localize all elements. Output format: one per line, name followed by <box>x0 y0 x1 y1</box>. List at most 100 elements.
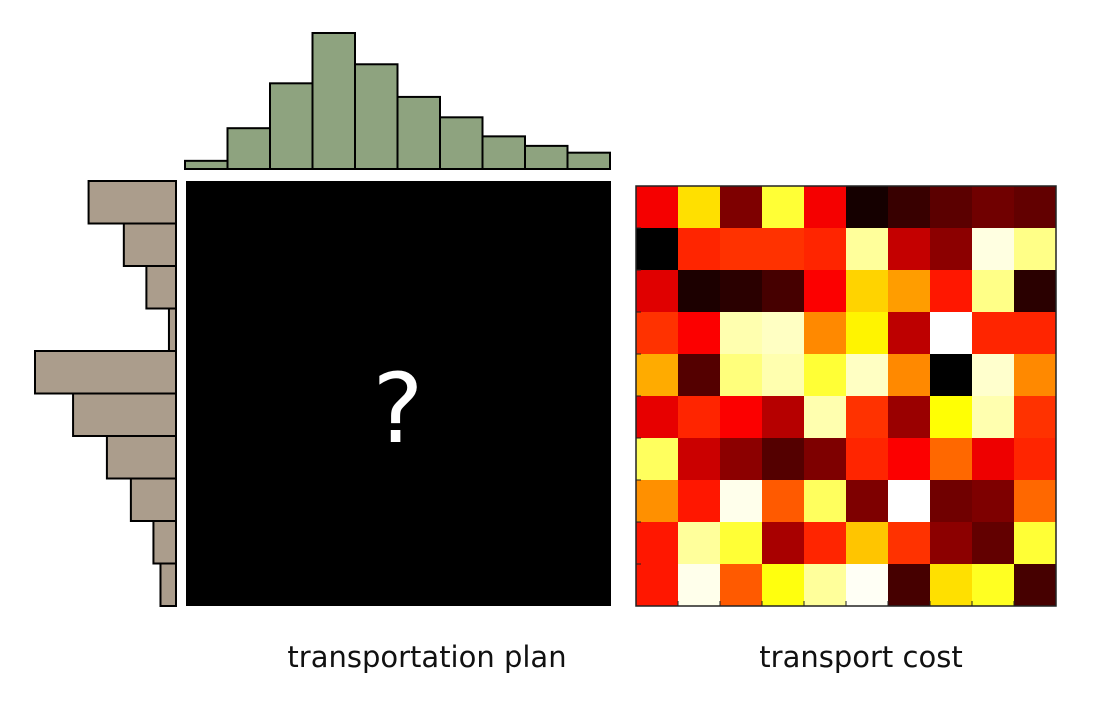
cost-cell <box>720 438 763 481</box>
unknown-question-mark: ? <box>373 353 424 465</box>
cost-cell <box>1014 438 1057 481</box>
cost-cell <box>930 480 973 523</box>
cost-cell <box>972 438 1015 481</box>
top-histogram-bar <box>184 159 229 170</box>
cost-cell <box>678 354 721 397</box>
cost-cell <box>804 522 847 565</box>
top-histogram-bar <box>439 116 484 170</box>
left-histogram-bar <box>159 562 178 607</box>
top-histogram-bar <box>354 63 399 170</box>
cost-cell <box>930 354 973 397</box>
cost-cell <box>972 270 1015 313</box>
cost-cell <box>636 270 679 313</box>
cost-cell <box>972 186 1015 229</box>
cost-cell <box>636 438 679 481</box>
cost-cell <box>636 228 679 271</box>
cost-cell <box>972 312 1015 355</box>
cost-cell <box>678 396 721 439</box>
cost-cell <box>888 522 931 565</box>
cost-cell <box>720 522 763 565</box>
cost-cell <box>846 438 889 481</box>
cost-cell <box>804 396 847 439</box>
cost-cell <box>846 186 889 229</box>
cost-cell <box>678 564 721 607</box>
cost-cell <box>1014 228 1057 271</box>
left-histogram-bar <box>105 435 177 480</box>
cost-cell <box>678 480 721 523</box>
cost-cell <box>762 186 805 229</box>
top-histogram-bar <box>269 82 314 170</box>
cost-cell <box>762 228 805 271</box>
cost-cell <box>846 270 889 313</box>
cost-cell <box>762 354 805 397</box>
cost-cell <box>804 270 847 313</box>
left-histogram-bar <box>87 180 177 225</box>
cost-cell <box>636 564 679 607</box>
cost-cell <box>846 522 889 565</box>
cost-cell <box>804 228 847 271</box>
left-histogram-bar <box>167 307 177 352</box>
left-histogram-bar <box>145 265 177 310</box>
cost-cell <box>846 228 889 271</box>
top-histogram-bar <box>481 135 526 170</box>
cost-cell <box>930 396 973 439</box>
cost-cell <box>804 564 847 607</box>
cost-cell <box>930 228 973 271</box>
cost-cell <box>888 354 931 397</box>
cost-cell <box>930 522 973 565</box>
cost-cell <box>720 396 763 439</box>
cost-cell <box>888 480 931 523</box>
cost-cell <box>930 186 973 229</box>
plan-caption: transportation plan <box>287 640 567 674</box>
cost-cell <box>678 186 721 229</box>
cost-caption: transport cost <box>759 640 963 674</box>
cost-cell <box>762 438 805 481</box>
left-histogram-bar <box>34 350 177 395</box>
cost-cell <box>972 396 1015 439</box>
cost-cell <box>972 480 1015 523</box>
cost-cell <box>846 312 889 355</box>
cost-cell <box>636 396 679 439</box>
cost-cell <box>846 354 889 397</box>
cost-cell <box>720 312 763 355</box>
cost-cell <box>930 312 973 355</box>
cost-cell <box>1014 186 1057 229</box>
cost-cell <box>846 564 889 607</box>
cost-cell <box>804 438 847 481</box>
cost-cell <box>888 396 931 439</box>
cost-cell <box>762 396 805 439</box>
cost-cell <box>888 186 931 229</box>
cost-cell <box>636 354 679 397</box>
cost-cell <box>1014 354 1057 397</box>
top-marginal-histogram <box>184 32 611 171</box>
top-histogram-bar <box>566 151 611 170</box>
cost-cell <box>804 354 847 397</box>
cost-cell <box>972 564 1015 607</box>
top-histogram-bar <box>226 127 271 170</box>
cost-cell <box>930 438 973 481</box>
cost-cell <box>972 522 1015 565</box>
cost-cell <box>1014 564 1057 607</box>
cost-cell <box>1014 480 1057 523</box>
cost-cell <box>762 312 805 355</box>
cost-cell <box>678 312 721 355</box>
cost-cell <box>636 312 679 355</box>
cost-cell <box>678 438 721 481</box>
cost-cell <box>846 396 889 439</box>
cost-cell <box>930 564 973 607</box>
cost-cell <box>720 480 763 523</box>
cost-cell <box>1014 522 1057 565</box>
cost-cell <box>720 228 763 271</box>
cost-cell <box>636 480 679 523</box>
cost-cell <box>888 438 931 481</box>
cost-cell <box>762 522 805 565</box>
heatmap-frame <box>635 185 1057 607</box>
top-histogram-bar <box>524 144 569 171</box>
cost-cell <box>678 522 721 565</box>
cost-cell <box>804 312 847 355</box>
left-histogram-bar <box>152 520 178 565</box>
cost-cell <box>762 270 805 313</box>
cost-cell <box>762 480 805 523</box>
top-histogram-bar <box>396 95 441 170</box>
